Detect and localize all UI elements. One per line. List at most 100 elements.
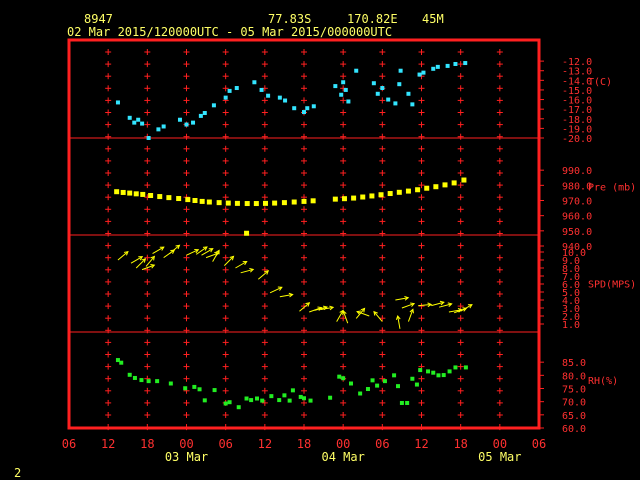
temperature-point	[191, 120, 196, 125]
humidity-point	[410, 376, 415, 381]
wind-arrow	[320, 305, 335, 311]
y-tick-label: -19.0	[562, 124, 592, 135]
y-tick-label: 4.0	[562, 296, 580, 307]
pressure-point	[225, 200, 231, 206]
y-tick-label: 3.0	[562, 304, 580, 315]
temperature-point	[127, 115, 132, 120]
wind-arrow	[130, 256, 144, 264]
wind-arrow	[269, 286, 283, 294]
humidity-point	[255, 396, 259, 401]
temperature-point	[136, 117, 141, 122]
station-elevation: 45M	[422, 12, 444, 26]
humidity-point	[441, 373, 446, 378]
humidity-point	[168, 381, 173, 386]
pressure-point	[253, 201, 259, 207]
pressure-point	[369, 193, 375, 199]
pressure-point	[120, 189, 126, 195]
humidity-point	[396, 384, 400, 389]
x-tick-label: 00	[336, 437, 350, 451]
pressure-point	[192, 198, 198, 203]
y-tick-label: 960.0	[562, 212, 592, 223]
pressure-point	[244, 230, 250, 236]
temperature-point	[140, 121, 145, 126]
x-tick-label: 18	[453, 437, 467, 451]
pressure-point	[133, 191, 139, 197]
humidity-point	[436, 373, 441, 378]
humidity-point	[146, 379, 151, 384]
temperature-point	[266, 93, 271, 98]
wind-arrow	[438, 302, 453, 308]
pressure-point	[148, 192, 154, 198]
pressure-point	[166, 195, 172, 201]
humidity-point	[192, 384, 197, 389]
wind-arrow	[141, 264, 156, 271]
panel-label-wind: SPD(MPS)	[588, 280, 636, 291]
temperature-point	[380, 86, 385, 91]
temperature-point	[386, 97, 391, 102]
humidity-point	[358, 391, 363, 396]
humidity-point	[269, 394, 274, 399]
y-tick-label: -16.0	[562, 96, 592, 107]
wind-arrow	[117, 250, 129, 261]
wind-arrow	[407, 308, 414, 322]
wind-arrow	[431, 300, 445, 307]
y-tick-label: 5.0	[562, 288, 580, 299]
pressure-point	[216, 200, 222, 206]
humidity-point	[223, 401, 228, 406]
wind-arrow	[460, 304, 473, 312]
temperature-point	[311, 104, 316, 109]
wind-arrow	[201, 248, 214, 256]
y-tick-label: 10.0	[562, 248, 586, 259]
x-tick-label: 12	[258, 437, 272, 451]
y-tick-label: 950.0	[562, 227, 592, 238]
page-number: 2	[14, 466, 22, 480]
y-tick-label: 80.0	[562, 371, 586, 382]
temperature-point	[393, 101, 398, 106]
y-tick-label: -18.0	[562, 115, 592, 126]
temperature-point	[398, 68, 403, 73]
temperature-point	[115, 100, 120, 105]
pressure-point	[114, 189, 120, 195]
y-tick-label: -14.0	[562, 76, 592, 87]
temperature-point	[445, 63, 450, 68]
humidity-point	[302, 396, 306, 401]
humidity-point	[349, 381, 353, 386]
temperature-point	[156, 127, 161, 132]
humidity-point	[375, 383, 380, 388]
pressure-point	[291, 199, 297, 205]
pressure-point	[301, 198, 307, 204]
x-tick-label: 00	[179, 437, 193, 451]
temperature-point	[132, 120, 137, 125]
wind-arrow	[240, 268, 255, 274]
temperature-point	[343, 87, 348, 92]
humidity-point	[115, 358, 120, 363]
pressure-point	[360, 194, 366, 200]
pressure-point	[262, 200, 268, 206]
humidity-point	[290, 388, 295, 393]
temperature-point	[431, 66, 436, 71]
wind-arrow	[355, 307, 366, 319]
humidity-point	[382, 379, 387, 384]
x-tick-label: 00	[493, 437, 507, 451]
pressure-point	[157, 194, 163, 200]
humidity-point	[155, 379, 160, 384]
wind-arrow	[224, 255, 235, 266]
pressure-point	[351, 195, 357, 201]
wind-arrow	[418, 302, 433, 308]
wind-arrow	[169, 244, 181, 254]
pressure-point	[176, 196, 182, 202]
temperature-point	[146, 136, 151, 140]
y-tick-label: -15.0	[562, 86, 592, 97]
temperature-point	[277, 95, 282, 100]
temperature-point	[184, 122, 189, 127]
temperature-point	[292, 106, 297, 111]
humidity-point	[260, 398, 265, 403]
humidity-point	[337, 374, 342, 379]
pressure-point	[206, 199, 212, 205]
temperature-point	[397, 82, 402, 87]
wind-arrow	[401, 302, 416, 309]
station-longitude: 170.82E	[347, 12, 398, 26]
pressure-point	[234, 200, 240, 206]
plot-frame	[67, 38, 541, 430]
y-tick-label: 990.0	[562, 166, 592, 177]
